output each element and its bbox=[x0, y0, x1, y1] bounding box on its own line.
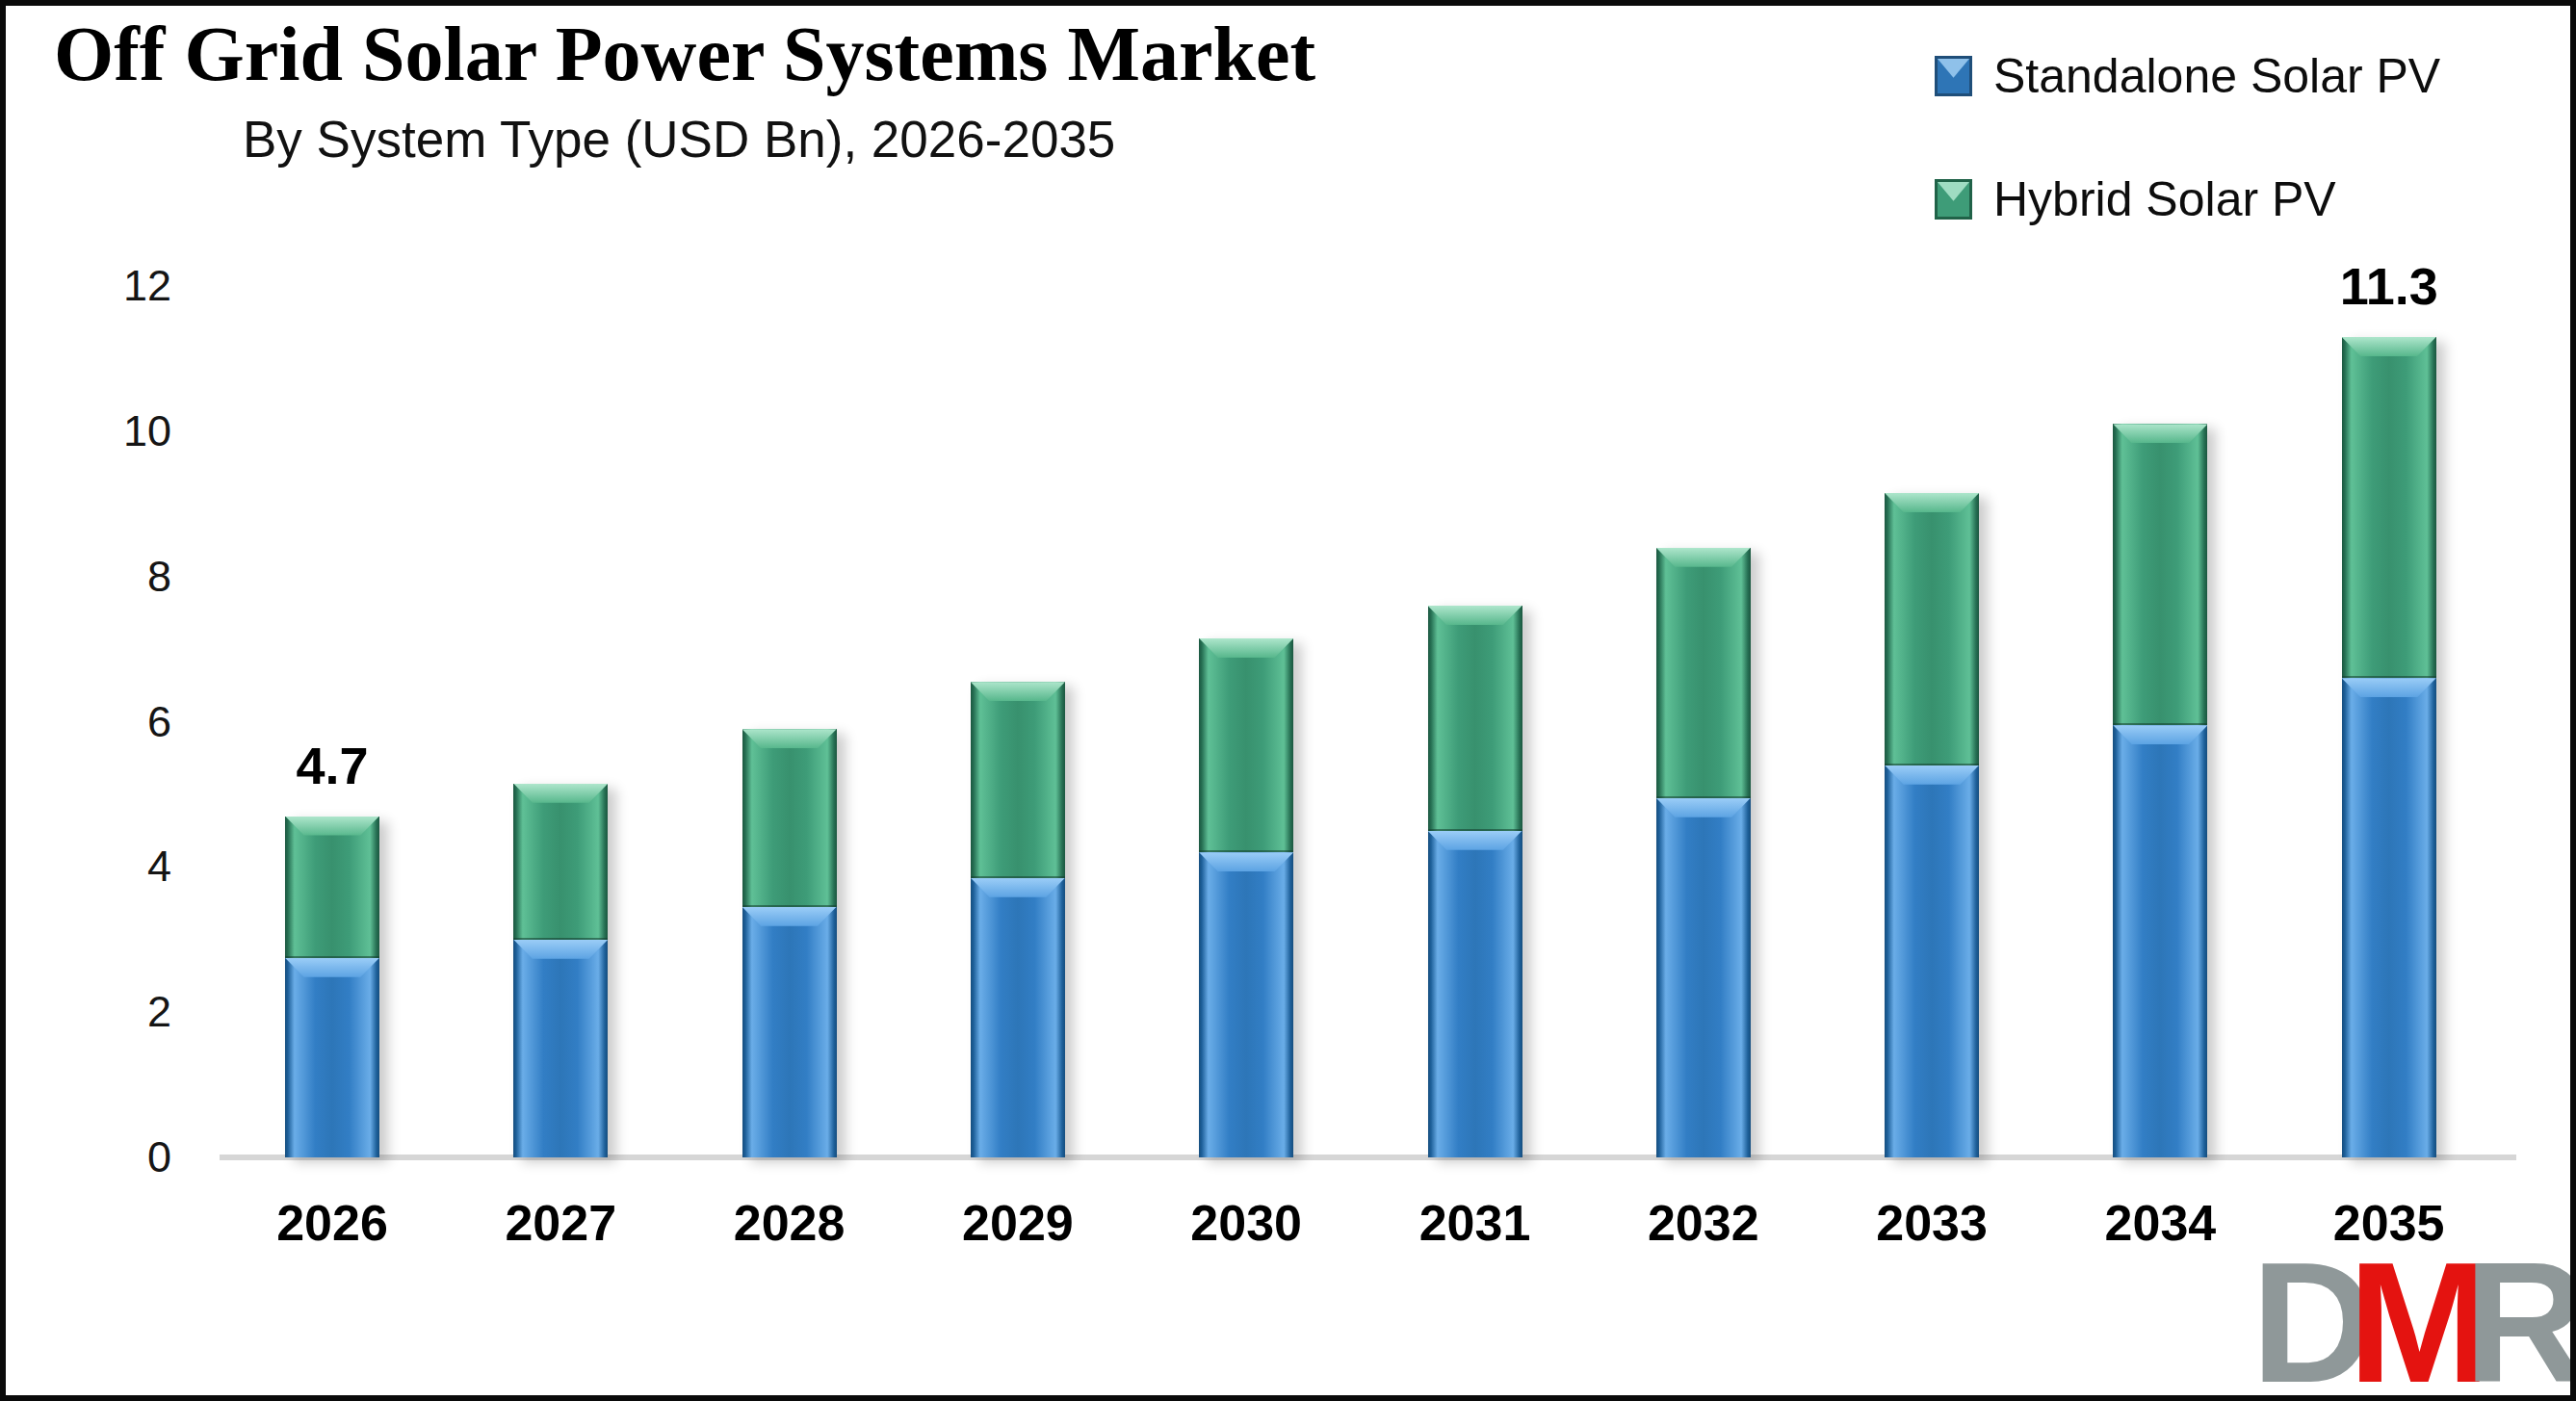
bar-segment-standalone-2026 bbox=[285, 958, 379, 1157]
y-tick-label-4: 4 bbox=[44, 844, 171, 889]
x-axis-label-2028: 2028 bbox=[674, 1194, 905, 1252]
legend-item-hybrid: Hybrid Solar PV bbox=[1935, 171, 2336, 227]
bar-segment-hybrid-2026 bbox=[285, 817, 379, 958]
y-tick-label-0: 0 bbox=[44, 1135, 171, 1180]
legend-swatch-green-icon bbox=[1935, 179, 1972, 220]
x-axis-label-2031: 2031 bbox=[1360, 1194, 1591, 1252]
chart-title: Off Grid Solar Power Systems Market bbox=[54, 13, 1315, 94]
x-axis-label-2027: 2027 bbox=[445, 1194, 676, 1252]
logo-letter-m: M bbox=[2348, 1237, 2463, 1401]
stacked-bar-2035 bbox=[2342, 337, 2436, 1157]
bar-segment-hybrid-2033 bbox=[1885, 493, 1979, 765]
stacked-bar-2033 bbox=[1885, 493, 1979, 1157]
bar-segment-hybrid-2030 bbox=[1199, 638, 1293, 852]
stacked-bar-2030 bbox=[1199, 638, 1293, 1157]
legend-item-standalone: Standalone Solar PV bbox=[1935, 48, 2440, 104]
bar-segment-standalone-2031 bbox=[1428, 831, 1522, 1157]
x-axis-label-2033: 2033 bbox=[1816, 1194, 2047, 1252]
x-axis-label-2029: 2029 bbox=[902, 1194, 1133, 1252]
stacked-bar-2029 bbox=[971, 682, 1065, 1157]
logo-letter-d: D bbox=[2251, 1237, 2349, 1401]
data-label-2026: 4.7 bbox=[217, 736, 448, 795]
stacked-bar-2026 bbox=[285, 817, 379, 1157]
bar-segment-hybrid-2029 bbox=[971, 682, 1065, 878]
bar-segment-hybrid-2028 bbox=[742, 729, 837, 907]
bar-segment-standalone-2033 bbox=[1885, 765, 1979, 1157]
y-tick-label-8: 8 bbox=[44, 555, 171, 599]
bar-segment-hybrid-2034 bbox=[2113, 424, 2207, 725]
y-tick-label-2: 2 bbox=[44, 990, 171, 1034]
bar-segment-standalone-2030 bbox=[1199, 852, 1293, 1157]
x-axis-label-2030: 2030 bbox=[1131, 1194, 1362, 1252]
data-label-2035: 11.3 bbox=[2274, 256, 2505, 316]
bar-segment-standalone-2035 bbox=[2342, 678, 2436, 1157]
dmr-logo: DMR bbox=[2251, 1237, 2561, 1401]
bar-segment-standalone-2027 bbox=[513, 940, 608, 1157]
legend-swatch-blue-icon bbox=[1935, 56, 1972, 96]
legend-label-standalone: Standalone Solar PV bbox=[1993, 48, 2440, 104]
bar-segment-standalone-2029 bbox=[971, 878, 1065, 1157]
stacked-bar-2031 bbox=[1428, 606, 1522, 1157]
stacked-bar-2027 bbox=[513, 784, 608, 1157]
bar-segment-hybrid-2035 bbox=[2342, 337, 2436, 678]
chart-subtitle: By System Type (USD Bn), 2026-2035 bbox=[243, 110, 1115, 169]
stacked-bar-2034 bbox=[2113, 424, 2207, 1157]
x-axis-label-2032: 2032 bbox=[1588, 1194, 1819, 1252]
bar-segment-hybrid-2027 bbox=[513, 784, 608, 940]
bar-segment-hybrid-2031 bbox=[1428, 606, 1522, 831]
x-axis-label-2026: 2026 bbox=[217, 1194, 448, 1252]
stacked-bar-2028 bbox=[742, 729, 837, 1157]
logo-letter-r: R bbox=[2463, 1237, 2561, 1401]
bar-segment-standalone-2032 bbox=[1656, 798, 1751, 1157]
y-tick-label-12: 12 bbox=[44, 264, 171, 308]
stacked-bar-2032 bbox=[1656, 548, 1751, 1157]
bar-segment-hybrid-2032 bbox=[1656, 548, 1751, 798]
y-tick-label-10: 10 bbox=[44, 409, 171, 454]
bar-segment-standalone-2034 bbox=[2113, 725, 2207, 1157]
x-axis-label-2034: 2034 bbox=[2044, 1194, 2276, 1252]
y-tick-label-6: 6 bbox=[44, 700, 171, 744]
bar-segment-standalone-2028 bbox=[742, 907, 837, 1157]
legend-label-hybrid: Hybrid Solar PV bbox=[1993, 171, 2336, 227]
chart-frame: Off Grid Solar Power Systems Market By S… bbox=[0, 0, 2576, 1401]
